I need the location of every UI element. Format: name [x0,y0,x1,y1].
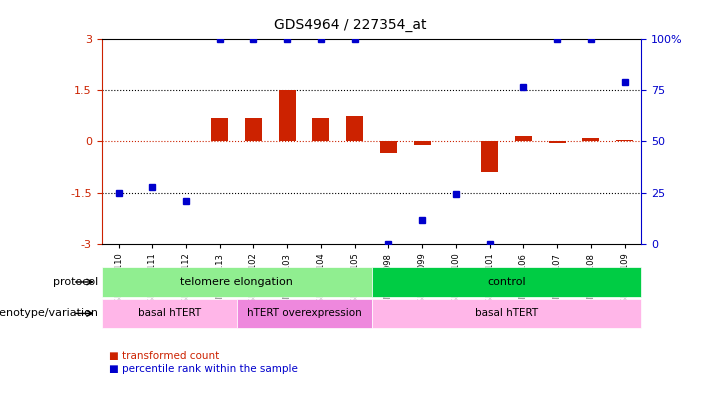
Bar [481,141,498,172]
Text: ■ percentile rank within the sample: ■ percentile rank within the sample [109,364,297,375]
Bar [380,141,397,153]
Bar [549,141,566,143]
Bar [583,138,599,141]
Text: protocol: protocol [53,277,98,287]
Text: genotype/variation: genotype/variation [0,309,98,318]
Text: basal hTERT: basal hTERT [475,309,538,318]
Text: ■ transformed count: ■ transformed count [109,351,219,361]
Bar [346,116,363,141]
Text: telomere elongation: telomere elongation [180,277,293,287]
Bar [279,90,296,141]
Bar [245,118,262,141]
Bar [616,140,633,141]
Bar [313,118,329,141]
Bar [414,141,430,145]
Text: basal hTERT: basal hTERT [137,309,200,318]
Text: control: control [487,277,526,287]
Bar [211,118,228,141]
Text: GDS4964 / 227354_at: GDS4964 / 227354_at [274,18,427,32]
Bar [515,136,532,141]
Text: hTERT overexpression: hTERT overexpression [247,309,362,318]
